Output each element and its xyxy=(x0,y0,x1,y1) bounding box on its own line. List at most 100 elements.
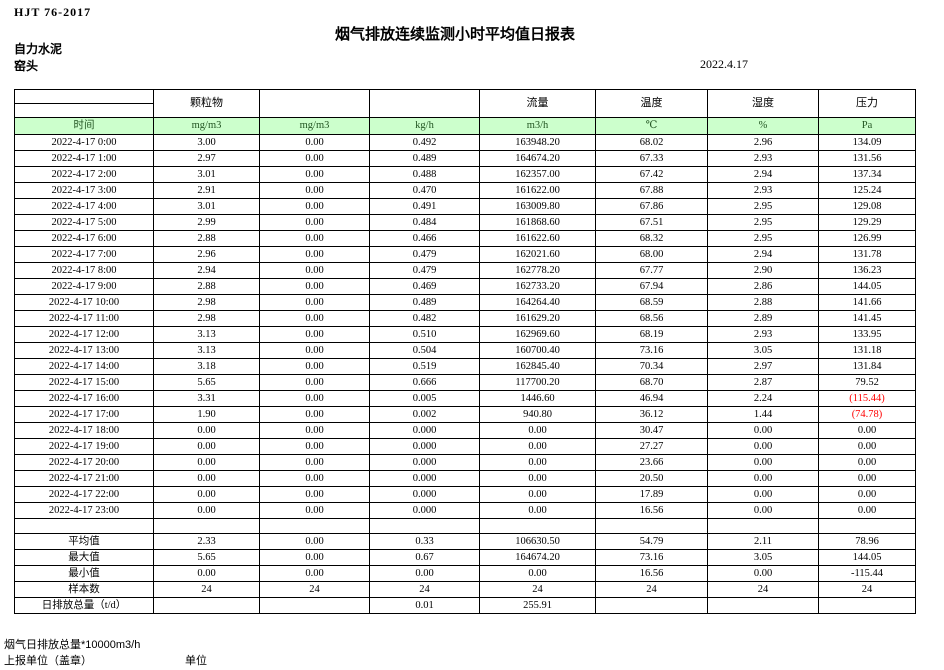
table-row: 2022-4-17 9:00 2.88 0.00 0.469 162733.20 67.9… xyxy=(14,278,916,295)
value-cell: 129.08 xyxy=(818,198,916,215)
value-cell: 131.78 xyxy=(818,246,916,263)
value-cell: 0.00 xyxy=(707,502,819,519)
summary-value-cell xyxy=(153,597,260,614)
table-row: 2022-4-17 10:00 2.98 0.00 0.489 164264.40 68.… xyxy=(14,294,916,311)
time-cell: 2022-4-17 16:00 xyxy=(14,390,154,407)
table-row: 2022-4-17 19:00 0.00 0.00 0.000 0.00 27.27 0.0… xyxy=(14,438,916,455)
value-cell: 0.492 xyxy=(369,134,480,151)
time-cell: 2022-4-17 9:00 xyxy=(14,278,154,295)
value-cell: 0.00 xyxy=(707,470,819,487)
report-table: 颗粒物 流量 温度 湿度 压力 时间 mg/m3 mg/m3 kg/h m3/h… xyxy=(14,89,916,614)
time-cell: 2022-4-17 23:00 xyxy=(14,502,154,519)
value-cell: 0.00 xyxy=(818,454,916,471)
summary-value-cell: 0.01 xyxy=(369,597,480,614)
value-cell: 2.95 xyxy=(707,230,819,247)
group-header-flow: 流量 xyxy=(479,89,596,118)
value-cell: 0.00 xyxy=(259,150,370,167)
value-cell: 161868.60 xyxy=(479,214,596,231)
summary-row: 最大值 5.65 0.00 0.67 164674.20 73.16 3.05 144.05 xyxy=(14,549,916,566)
table-row: 2022-4-17 8:00 2.94 0.00 0.479 162778.20 67.7… xyxy=(14,262,916,279)
unit-cell-mgm3-2: mg/m3 xyxy=(259,117,370,135)
value-cell: 67.88 xyxy=(595,182,708,199)
station-name: 窑头 xyxy=(14,59,39,73)
value-cell: 67.42 xyxy=(595,166,708,183)
summary-label: 最大值 xyxy=(14,549,154,566)
table-row: 2022-4-17 14:00 3.18 0.00 0.519 162845.40 70.… xyxy=(14,358,916,375)
value-cell: 0.489 xyxy=(369,150,480,167)
time-cell: 2022-4-17 2:00 xyxy=(14,166,154,183)
table-row: 2022-4-17 6:00 2.88 0.00 0.466 161622.60 68.3… xyxy=(14,230,916,247)
value-cell: 2.95 xyxy=(707,198,819,215)
summary-row: 日排放总量（t/d） 0.01 255.91 xyxy=(14,597,916,614)
value-cell: 30.47 xyxy=(595,422,708,439)
value-cell: 67.33 xyxy=(595,150,708,167)
time-cell: 2022-4-17 10:00 xyxy=(14,294,154,311)
summary-row: 样本数 24 24 24 24 24 24 24 xyxy=(14,581,916,598)
value-cell: 0.479 xyxy=(369,246,480,263)
value-cell: 164674.20 xyxy=(479,150,596,167)
unit-cell-celsius: ℃ xyxy=(595,117,708,135)
summary-value-cell: 24 xyxy=(153,581,260,598)
group-header-temperature: 温度 xyxy=(595,89,708,118)
table-row: 2022-4-17 20:00 0.00 0.00 0.000 0.00 23.66 0.0… xyxy=(14,454,916,471)
report-unit-label: 上报单位（盖章） xyxy=(4,655,92,667)
value-cell: 0.484 xyxy=(369,214,480,231)
value-cell: 2.94 xyxy=(707,166,819,183)
value-cell: 2.98 xyxy=(153,310,260,327)
summary-separator xyxy=(14,518,916,534)
value-cell: 0.00 xyxy=(259,262,370,279)
time-cell: 2022-4-17 3:00 xyxy=(14,182,154,199)
value-cell: 0.00 xyxy=(259,230,370,247)
table-row: 2022-4-17 16:00 3.31 0.00 0.005 1446.60 46.94… xyxy=(14,390,916,407)
value-cell: 0.00 xyxy=(479,486,596,503)
value-cell: 161622.00 xyxy=(479,182,596,199)
summary-value-cell: 2.33 xyxy=(153,533,260,550)
time-cell: 2022-4-17 21:00 xyxy=(14,470,154,487)
time-cell: 2022-4-17 14:00 xyxy=(14,358,154,375)
summary-value-cell: 24 xyxy=(369,581,480,598)
table-row: 2022-4-17 23:00 0.00 0.00 0.000 0.00 16.56 0.0… xyxy=(14,502,916,519)
summary-value-cell: 144.05 xyxy=(818,549,916,566)
group-header-pressure: 压力 xyxy=(818,89,916,118)
unit-cell-pa: Pa xyxy=(818,117,916,135)
value-cell: 0.00 xyxy=(818,438,916,455)
table-row: 2022-4-17 5:00 2.99 0.00 0.484 161868.60 67.5… xyxy=(14,214,916,231)
summary-label: 最小值 xyxy=(14,565,154,582)
time-cell: 2022-4-17 18:00 xyxy=(14,422,154,439)
value-cell: 0.002 xyxy=(369,406,480,423)
empty-cell xyxy=(707,518,819,534)
value-cell: 0.00 xyxy=(479,502,596,519)
value-cell: 20.50 xyxy=(595,470,708,487)
value-cell: 0.00 xyxy=(259,134,370,151)
table-row: 2022-4-17 17:00 1.90 0.00 0.002 940.80 36.12 1… xyxy=(14,406,916,423)
value-cell: 0.00 xyxy=(259,278,370,295)
value-cell: 67.94 xyxy=(595,278,708,295)
value-cell: 2.88 xyxy=(153,278,260,295)
summary-value-cell: 0.00 xyxy=(707,565,819,582)
empty-cell xyxy=(479,518,596,534)
value-cell: 0.00 xyxy=(707,438,819,455)
value-cell: 162969.60 xyxy=(479,326,596,343)
value-cell: 3.00 xyxy=(153,134,260,151)
value-cell: 0.510 xyxy=(369,326,480,343)
group-header-row: 颗粒物 流量 温度 湿度 压力 xyxy=(14,89,916,118)
table-header: 颗粒物 流量 温度 湿度 压力 时间 mg/m3 mg/m3 kg/h m3/h… xyxy=(14,89,916,135)
value-cell: 133.95 xyxy=(818,326,916,343)
value-cell: 0.00 xyxy=(259,342,370,359)
value-cell: 2.87 xyxy=(707,374,819,391)
separator-row xyxy=(14,518,916,534)
summary-value-cell: 16.56 xyxy=(595,565,708,582)
value-cell: 0.00 xyxy=(259,326,370,343)
value-cell: 0.479 xyxy=(369,262,480,279)
time-cell: 2022-4-17 11:00 xyxy=(14,310,154,327)
value-cell: 125.24 xyxy=(818,182,916,199)
value-cell: 67.86 xyxy=(595,198,708,215)
table-row: 2022-4-17 13:00 3.13 0.00 0.504 160700.40 73.… xyxy=(14,342,916,359)
value-cell: 141.45 xyxy=(818,310,916,327)
value-cell: 0.00 xyxy=(479,438,596,455)
summary-value-cell: 24 xyxy=(479,581,596,598)
empty-cell xyxy=(14,518,154,534)
value-cell: 162021.60 xyxy=(479,246,596,263)
value-cell: 2.97 xyxy=(707,358,819,375)
empty-cell xyxy=(369,518,480,534)
